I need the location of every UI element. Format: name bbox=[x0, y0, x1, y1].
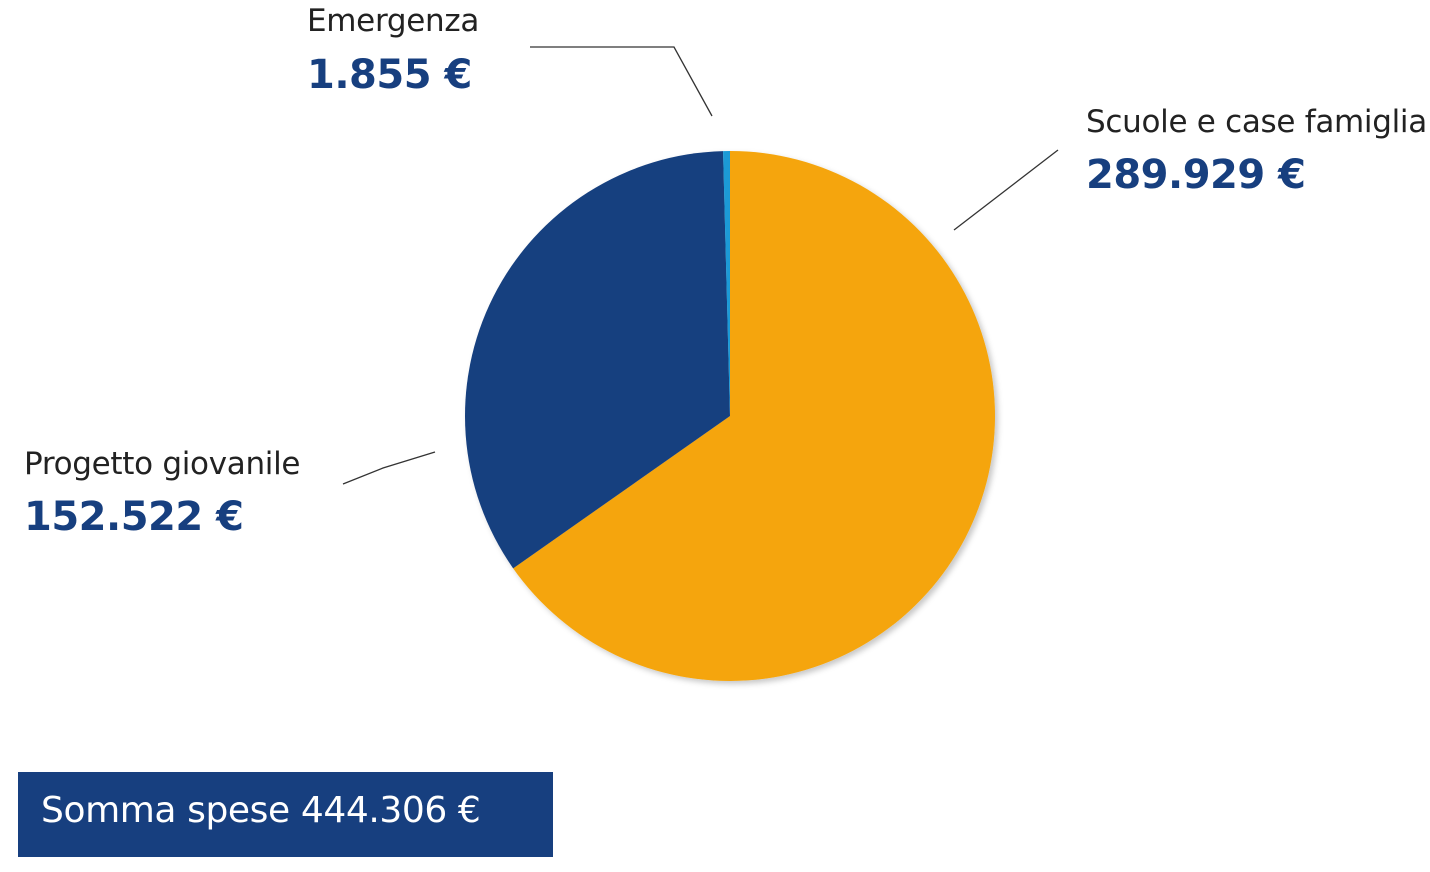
slice-value-emergenza: 1.855 € bbox=[307, 52, 472, 98]
leader-line-progetto bbox=[342, 451, 436, 485]
slice-label-scuole: Scuole e case famiglia bbox=[1086, 104, 1427, 140]
pie-slices bbox=[464, 151, 995, 682]
pie-slice-scuole bbox=[513, 151, 995, 682]
leader-lines bbox=[342, 46, 1059, 485]
slice-label-emergenza: Emergenza bbox=[307, 3, 480, 39]
total-expenses-box: Somma spese 444.306 € bbox=[18, 772, 553, 857]
total-expenses-label: Somma spese 444.306 € bbox=[41, 790, 481, 831]
leader-line-scuole bbox=[953, 149, 1059, 231]
slice-value-progetto: 152.522 € bbox=[24, 494, 244, 540]
slice-label-progetto: Progetto giovanile bbox=[24, 446, 301, 482]
slice-value-scuole: 289.929 € bbox=[1086, 152, 1306, 198]
pie-slice-progetto bbox=[464, 151, 730, 569]
pie-slice-emergenza bbox=[723, 151, 730, 416]
leader-line-emergenza bbox=[530, 46, 713, 117]
